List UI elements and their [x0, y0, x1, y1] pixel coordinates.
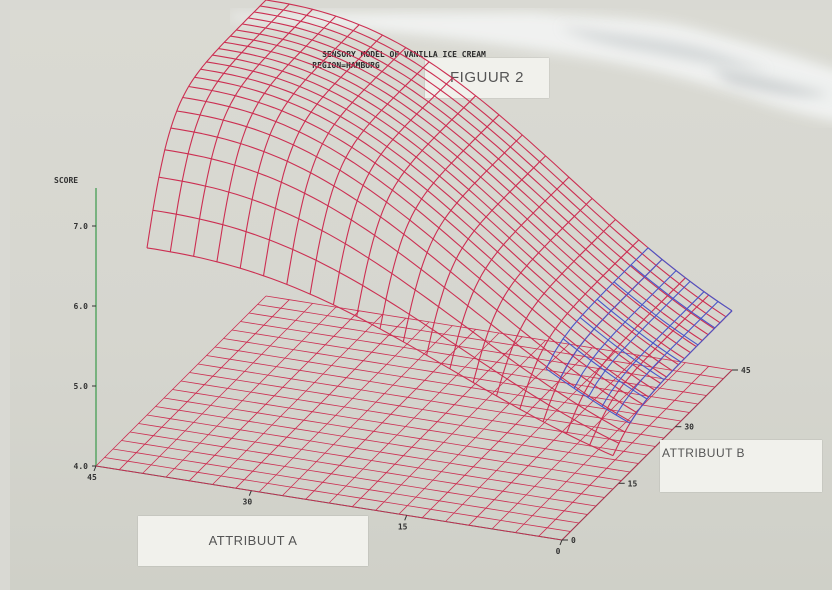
surface-line-a — [332, 77, 453, 305]
surface-line-a — [426, 155, 546, 356]
floor-line-a — [119, 299, 290, 470]
floor-line-a — [235, 317, 407, 489]
z-axis-label: SCORE — [54, 176, 78, 185]
highlight-line-b — [596, 298, 682, 363]
floor-line-a — [305, 329, 476, 500]
surface-line-a — [286, 47, 407, 285]
floor-line-a — [561, 369, 733, 541]
surface-line-a — [495, 219, 616, 397]
highlight-line-a — [587, 281, 691, 398]
surface-line-b — [194, 76, 661, 384]
floor-grid — [95, 295, 733, 541]
floor-line-a — [328, 332, 500, 504]
z-tick-label: 4.0 — [74, 462, 89, 471]
floor-line-a — [258, 321, 430, 493]
floor-line-a — [95, 295, 267, 467]
surface-line-a — [379, 114, 500, 329]
highlight-line-a — [559, 259, 663, 379]
floor-line-a — [538, 366, 709, 537]
chart-title: SENSORY MODEL OF VANILLA ICE CREAM — [322, 50, 486, 59]
floor-line-a — [188, 310, 360, 482]
x-tick-mark — [404, 515, 408, 521]
x-axis-label: ATTRIBUUT A — [138, 516, 368, 566]
highlight-line-a — [601, 291, 705, 407]
z-tick-label: 5.0 — [74, 382, 89, 391]
highlight-line-a — [545, 247, 649, 369]
surface-line-a — [589, 294, 710, 446]
surface-line-a — [193, 8, 313, 257]
highlight-line-a — [629, 310, 733, 424]
surface-line-a — [472, 198, 593, 383]
floor-line-a — [212, 314, 383, 485]
surface-line-a — [146, 0, 267, 248]
y-tick-label: 30 — [684, 423, 694, 432]
floor-line-a — [142, 303, 313, 474]
y-tick-label: 0 — [571, 536, 576, 545]
surface-line-a — [356, 95, 477, 317]
x-tick-label: 45 — [87, 473, 97, 482]
surface-line-b — [265, 0, 733, 312]
y-tick-label: 45 — [741, 366, 751, 375]
surface-line-a — [239, 24, 360, 269]
floor-line-a — [515, 362, 686, 533]
chart-subtitle: REGION=HAMBURG — [312, 61, 380, 70]
x-tick-mark — [248, 490, 252, 496]
surface-line-b — [176, 110, 644, 405]
x-tick-mark — [559, 539, 563, 546]
surface-line-a — [262, 34, 383, 276]
surface-mesh — [146, 0, 733, 457]
surface-line-a — [449, 176, 570, 369]
floor-line-a — [398, 343, 570, 515]
x-tick-label: 30 — [243, 498, 253, 507]
surface-line-a — [216, 15, 337, 262]
surface-line-b — [236, 29, 703, 342]
floor-line-a — [375, 340, 546, 511]
surface-line-b — [158, 176, 626, 433]
floor-line-a — [165, 306, 337, 478]
tick-labels: 4.0 5.0 6.0 7.0 45 30 15 0 0 15 30 45 — [74, 222, 751, 556]
surface-line-a — [565, 277, 686, 434]
surface-line-a — [309, 61, 430, 295]
z-tick-label: 7.0 — [74, 222, 89, 231]
floor-line-a — [421, 347, 593, 519]
surface-line-a — [169, 3, 290, 252]
highlight-line-a — [573, 270, 677, 389]
surface-line-b — [152, 209, 620, 444]
z-tick-label: 6.0 — [74, 302, 89, 311]
x-tick-mark — [93, 465, 97, 472]
x-tick-label: 0 — [556, 547, 561, 556]
figure-label: FIGUUR 2 — [425, 58, 549, 98]
surface-line-b — [182, 96, 649, 398]
surface-line-b — [188, 85, 655, 391]
surface-line-b — [224, 41, 691, 354]
surface-line-a — [402, 134, 523, 342]
y-tick-label: 15 — [628, 479, 638, 488]
x-tick-label: 15 — [398, 522, 408, 531]
y-axis-label: ATTRIBUUT B — [660, 440, 822, 492]
floor-line-a — [352, 336, 523, 507]
surface-line-a — [519, 239, 640, 410]
surface-line-b — [218, 48, 685, 360]
highlight-line-a — [615, 301, 719, 416]
